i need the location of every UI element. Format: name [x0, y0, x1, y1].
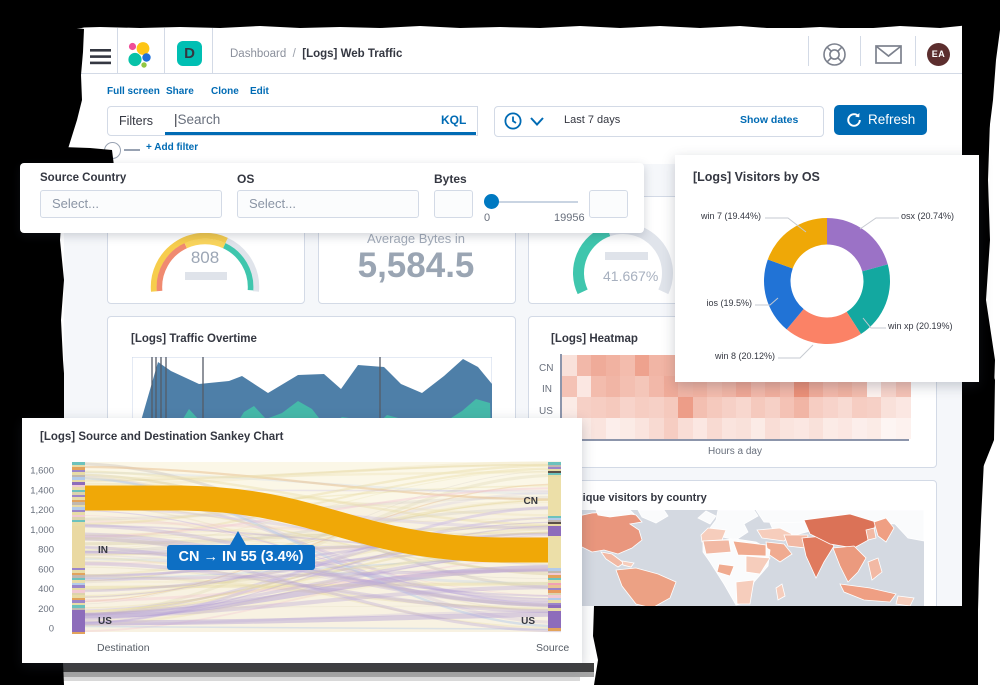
- svg-text:0: 0: [49, 624, 54, 635]
- svg-text:400: 400: [38, 584, 54, 595]
- svg-text:1,400: 1,400: [30, 485, 54, 496]
- svg-text:1,200: 1,200: [30, 505, 54, 516]
- svg-text:US: US: [521, 616, 535, 627]
- svg-text:800: 800: [38, 545, 54, 556]
- svg-text:US: US: [98, 616, 112, 627]
- svg-text:CN: CN: [524, 496, 538, 507]
- svg-text:600: 600: [38, 564, 54, 575]
- svg-text:200: 200: [38, 604, 54, 615]
- svg-text:1,600: 1,600: [30, 466, 54, 477]
- svg-text:IN: IN: [98, 545, 108, 556]
- svg-text:1,000: 1,000: [30, 525, 54, 536]
